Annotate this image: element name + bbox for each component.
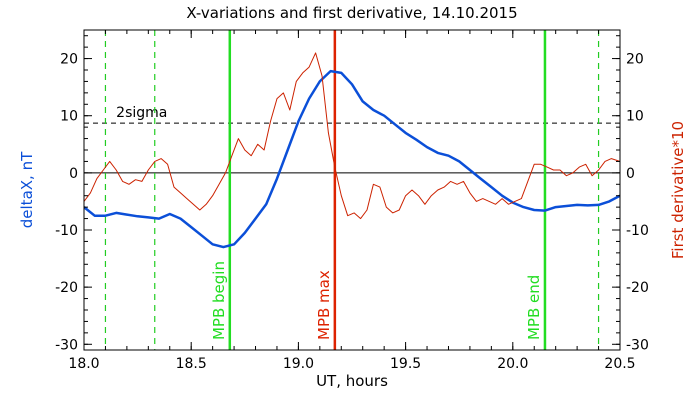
sigma-line-label: 2sigma	[116, 105, 167, 121]
series-layer	[84, 52, 620, 249]
x-ticks-layer: 18.0 18.5 19.0 19.5 20.0 20.5	[68, 30, 636, 372]
y-tick-label-left: 0	[69, 166, 78, 182]
y-tick-label-left: 10	[60, 109, 78, 125]
x-tick-label: 18.0	[68, 356, 99, 372]
y-tick-label-right: -10	[626, 223, 649, 239]
y-tick-label-right: 10	[626, 109, 644, 125]
x-tick-label: 20.0	[497, 356, 528, 372]
x-axis-label: UT, hours	[316, 372, 388, 390]
x-tick-label: 19.5	[390, 356, 421, 372]
y-tick-label-left: -10	[55, 223, 78, 239]
y-tick-label-right: -20	[626, 280, 649, 296]
y-tick-label-left: 20	[60, 52, 78, 68]
x-tick-label: 18.5	[176, 356, 207, 372]
vertical-line-label: MPB begin	[210, 261, 228, 340]
y-tick-label-right: 20	[626, 52, 644, 68]
vertical-lines-layer: MPB begin MPB max MPB end	[104, 30, 600, 350]
y-axis-label-right: First derivative*10	[669, 121, 687, 259]
vertical-line-label: MPB end	[525, 275, 543, 340]
y-ticks-left-layer: 20 10 0 -10 -20 -30	[55, 35, 92, 353]
y-tick-label-left: -30	[55, 337, 78, 353]
y-tick-label-right: -30	[626, 337, 649, 353]
series-line-derivative	[84, 52, 620, 220]
x-tick-label: 19.0	[283, 356, 314, 372]
chart-title: X-variations and first derivative, 14.10…	[186, 4, 517, 22]
vertical-line-label: MPB max	[315, 270, 333, 340]
y-tick-label-left: -20	[55, 280, 78, 296]
plot-frame	[83, 29, 621, 351]
y-ticks-right-layer: 20 10 0 -10 -20 -30	[612, 35, 649, 353]
y-tick-label-right: 0	[626, 166, 635, 182]
series-line-deltaX	[84, 69, 620, 249]
y-axis-label-left: deltaX, nT	[18, 151, 36, 228]
sigma-line-layer: 2sigma	[84, 105, 620, 124]
x-tick-label: 20.5	[604, 356, 635, 372]
